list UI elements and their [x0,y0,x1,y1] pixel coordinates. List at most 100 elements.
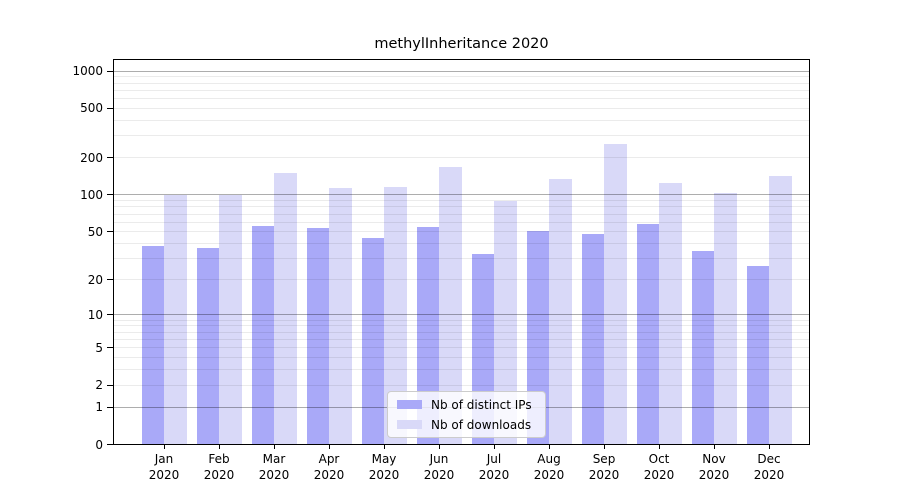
x-axis-tick [383,445,385,449]
y-tick-label: 2 [95,378,103,393]
gridline-minor [113,119,810,121]
x-tick-label-jul: Jul 2020 [478,452,510,482]
y-tick-label: 0 [95,437,103,452]
bar-distinct-ips-jun [416,226,439,445]
x-axis-tick [493,445,495,449]
gridline-minor [113,98,810,100]
y-axis-tick [107,279,113,281]
bar-distinct-ips-sep [581,234,604,445]
plot-area [113,59,810,445]
y-axis-tick [107,444,113,445]
gridline-minor [113,338,810,340]
bar-distinct-ips-nov [691,250,714,445]
legend-item-downloads: Nb of downloads [397,416,545,433]
y-tick-label: 5 [95,340,103,355]
gridline-minor [113,231,810,233]
gridline-minor [113,369,810,371]
bar-distinct-ips-apr [306,227,329,445]
y-axis-tick [107,231,113,233]
y-tick-label: 20 [87,272,103,287]
x-tick-label-jun: Jun 2020 [423,452,455,482]
bar-distinct-ips-may [361,237,384,445]
bar-distinct-ips-jan [141,246,164,445]
bar-downloads-dec [769,175,792,445]
gridline-minor [113,76,810,78]
x-axis-tick [658,445,660,449]
bar-downloads-nov [714,192,737,445]
bar-downloads-jun [439,166,462,445]
legend-swatch-downloads [397,420,422,429]
gridline-minor [113,384,810,386]
bar-downloads-aug [549,179,572,445]
y-tick-label: 100 [80,187,103,202]
bar-downloads-feb [219,194,242,445]
gridline-minor [113,206,810,208]
gridline-minor [113,89,810,91]
y-tick-label: 50 [87,224,103,239]
gridline-minor [113,200,810,202]
gridline-major [113,194,810,196]
bar-downloads-apr [329,187,352,445]
y-tick-label: 500 [80,101,103,116]
y-axis-tick [107,157,113,159]
bar-distinct-ips-oct [636,224,659,445]
x-axis-tick [438,445,440,449]
x-axis-tick [713,445,715,449]
bar-downloads-sep [604,144,627,445]
gridline-minor [113,221,810,223]
x-tick-label-nov: Nov 2020 [698,452,730,482]
gridline-minor [113,319,810,321]
y-axis-tick [107,107,113,109]
gridline-minor [113,243,810,245]
y-tick-label: 1 [95,400,103,415]
x-axis-tick [548,445,550,449]
y-tick-label: 1000 [72,64,103,78]
y-axis-tick [107,314,113,316]
y-axis-tick [107,347,113,349]
x-tick-label-jan: Jan 2020 [148,452,180,482]
gridline-minor [113,213,810,215]
legend-label-distinct-ips: Nb of distinct IPs [431,397,532,412]
x-axis-tick [328,445,330,449]
chart-title: methylInheritance 2020 [374,36,549,52]
gridline-minor [113,356,810,358]
gridline-major [113,70,810,72]
x-tick-label-oct: Oct 2020 [643,452,675,482]
legend-item-distinct-ips: Nb of distinct IPs [397,396,545,413]
x-tick-label-may: May 2020 [368,452,400,482]
bar-distinct-ips-dec [746,266,769,445]
gridline-minor [113,347,810,349]
bar-distinct-ips-mar [251,225,274,445]
legend: Nb of distinct IPs Nb of downloads [387,391,546,438]
x-axis-tick [768,445,770,449]
x-tick-label-aug: Aug 2020 [533,452,565,482]
gridline-minor [113,157,810,159]
x-tick-label-dec: Dec 2020 [753,452,785,482]
gridline-minor [113,107,810,109]
bar-distinct-ips-feb [196,247,219,445]
gridline-major [113,314,810,316]
bar-downloads-mar [274,172,297,445]
x-axis-tick [603,445,605,449]
x-axis-tick [273,445,275,449]
y-axis-tick [107,194,113,196]
x-tick-label-apr: Apr 2020 [313,452,345,482]
legend-swatch-distinct-ips [397,400,422,409]
gridline-minor [113,82,810,84]
x-axis-tick [163,445,165,449]
bar-downloads-may [384,187,407,445]
gridline-minor [113,135,810,137]
x-tick-label-feb: Feb 2020 [203,452,235,482]
x-tick-label-sep: Sep 2020 [588,452,620,482]
legend-label-downloads: Nb of downloads [431,417,532,432]
bar-downloads-jan [164,194,187,445]
y-axis-tick [107,70,113,72]
x-axis-tick [218,445,220,449]
bar-downloads-jul [494,200,517,445]
y-axis-tick [107,406,113,408]
y-tick-label: 10 [87,307,103,322]
gridline-minor [113,279,810,281]
gridline-minor [113,331,810,333]
gridline-minor [113,325,810,327]
